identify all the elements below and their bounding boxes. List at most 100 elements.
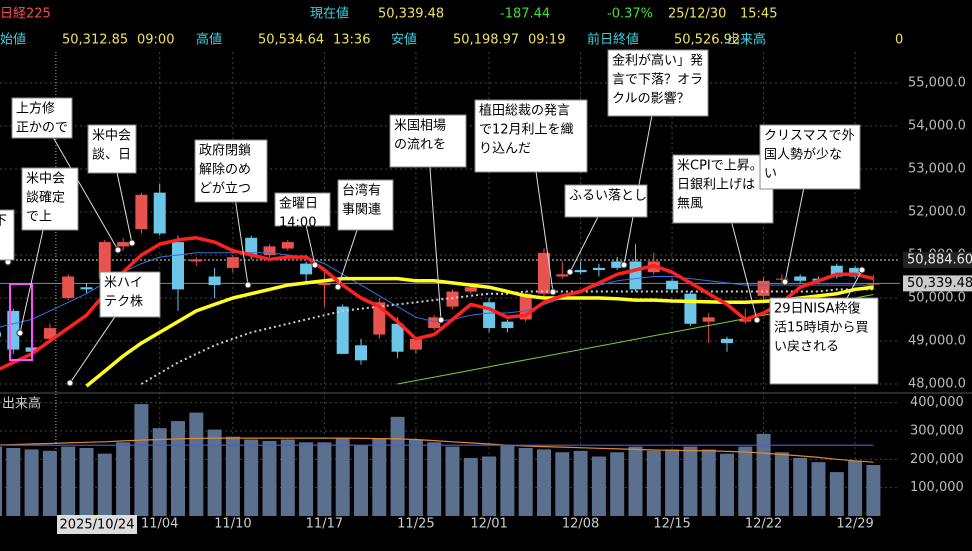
volume-bar bbox=[500, 445, 515, 516]
candle-body bbox=[611, 261, 624, 268]
annotation-text: 解除のめ bbox=[199, 163, 251, 178]
annotation-text: 無風 bbox=[677, 197, 703, 212]
volume-bar bbox=[665, 449, 680, 516]
volume-label: 出来高 bbox=[2, 396, 41, 412]
volume-bar bbox=[866, 465, 881, 516]
annotation-text: い戻される bbox=[774, 340, 839, 355]
volume-bar bbox=[335, 438, 350, 516]
candle-body bbox=[98, 242, 111, 279]
candle-body bbox=[501, 321, 514, 329]
volume-bar bbox=[701, 449, 716, 516]
candle-body bbox=[300, 263, 313, 275]
header-field: 0 bbox=[895, 33, 903, 48]
volume-bar bbox=[445, 446, 460, 516]
annotation-text: 談、日 bbox=[92, 147, 131, 163]
x-tick-label: 11/17 bbox=[306, 517, 343, 532]
annotation-text: 米中会 bbox=[26, 172, 65, 187]
candle-body bbox=[775, 278, 788, 280]
candle-body bbox=[391, 323, 404, 352]
volume-bar bbox=[354, 445, 368, 516]
x-tick-label: 12/22 bbox=[745, 517, 782, 532]
annotation-text: で12月利上を織 bbox=[479, 123, 574, 138]
annotation-point bbox=[334, 283, 342, 291]
candle-body bbox=[409, 338, 422, 350]
annotation-box bbox=[99, 271, 161, 318]
candle-body bbox=[464, 287, 477, 292]
candle-body bbox=[80, 287, 93, 290]
candle-body bbox=[446, 291, 459, 307]
x-tick-label: 11/25 bbox=[397, 517, 434, 532]
x-tick-label: 12/29 bbox=[836, 517, 873, 532]
header-field: 50,312.85 bbox=[62, 33, 128, 48]
annotation-text: の流れを bbox=[394, 138, 446, 153]
annotation-text: 言で下落？オラ bbox=[612, 73, 703, 88]
candle-body bbox=[538, 252, 550, 294]
volume-bar bbox=[793, 457, 808, 516]
header-field: 前日終値 bbox=[587, 32, 639, 48]
candle-body bbox=[684, 293, 697, 324]
candle-body bbox=[556, 274, 569, 277]
volume-bar bbox=[518, 448, 533, 516]
annotation-box bbox=[337, 179, 394, 231]
annotation-point bbox=[128, 239, 136, 247]
candle-body bbox=[867, 283, 880, 285]
annotation-text: り込んだ bbox=[479, 142, 531, 157]
volume-bar bbox=[738, 446, 753, 516]
candle-body bbox=[336, 306, 349, 354]
header-field: 出来高 bbox=[727, 32, 766, 48]
annotation-text: 正かので bbox=[16, 121, 68, 136]
volume-bar bbox=[555, 452, 570, 516]
annotation-text: 植田総裁の発言 bbox=[479, 103, 570, 119]
annotation-box bbox=[474, 99, 588, 173]
volume-bar bbox=[0, 446, 2, 516]
volume-bar bbox=[116, 442, 131, 516]
annotation-text: 日銀利上げは bbox=[677, 178, 755, 193]
volume-bar bbox=[829, 472, 844, 516]
volume-bar bbox=[774, 452, 789, 516]
annotation-point bbox=[620, 261, 628, 269]
annotation-point bbox=[311, 261, 319, 269]
annotation-point bbox=[549, 288, 557, 296]
ma-line bbox=[0, 252, 874, 328]
candle-body bbox=[574, 270, 587, 273]
candle-body bbox=[830, 265, 843, 277]
x-tick-label: 11/10 bbox=[214, 517, 251, 532]
annotation-text: 国人勢が少な bbox=[764, 148, 842, 163]
header-field: 13:36 bbox=[333, 33, 370, 48]
crosshair-label: 2025/10/24 bbox=[60, 518, 135, 533]
volume-bar bbox=[811, 462, 826, 516]
annotation-point bbox=[753, 316, 761, 324]
annotation-point bbox=[66, 379, 74, 387]
y-tick-label: 55,000.0 bbox=[908, 76, 966, 91]
annotation-text: クリスマスで外 bbox=[764, 129, 855, 144]
x-tick-label: 12/08 bbox=[562, 517, 599, 532]
annotation-text: 下 bbox=[0, 214, 7, 229]
y-tick-label: 49,000.0 bbox=[908, 333, 966, 348]
annotation-text: 金利が高い」発 bbox=[612, 53, 703, 69]
ma-line bbox=[140, 288, 874, 385]
volume-tick-label: 200,000 bbox=[910, 452, 964, 467]
annotation-box bbox=[0, 209, 15, 261]
annotation-point bbox=[858, 266, 866, 274]
candle-body bbox=[849, 267, 862, 277]
annotation-point bbox=[437, 316, 445, 324]
header-field: 日経225 bbox=[0, 7, 51, 22]
candle-body bbox=[245, 237, 258, 255]
annotation-text: 米CPIで上昇。 bbox=[677, 159, 763, 174]
annotations: 上方修正かので米中会談、日米中会談確定で上下政府閉鎖解除のめどが立つ金曜日14:… bbox=[0, 49, 879, 387]
candle-body bbox=[208, 276, 221, 286]
volume-bar bbox=[97, 453, 112, 516]
price-label-box bbox=[903, 251, 972, 268]
header-field: 始値 bbox=[0, 32, 26, 48]
header-field: 現在値 bbox=[310, 6, 349, 22]
annotation-point bbox=[781, 278, 789, 286]
annotation-box bbox=[87, 124, 137, 174]
annotation-point bbox=[244, 281, 252, 289]
volume-bar bbox=[42, 450, 57, 516]
annotation-text: 米ハイ bbox=[104, 276, 143, 291]
candle-body bbox=[428, 317, 441, 329]
candle-body bbox=[190, 259, 203, 262]
volume-bar bbox=[262, 440, 277, 516]
volume-bar bbox=[244, 439, 259, 516]
